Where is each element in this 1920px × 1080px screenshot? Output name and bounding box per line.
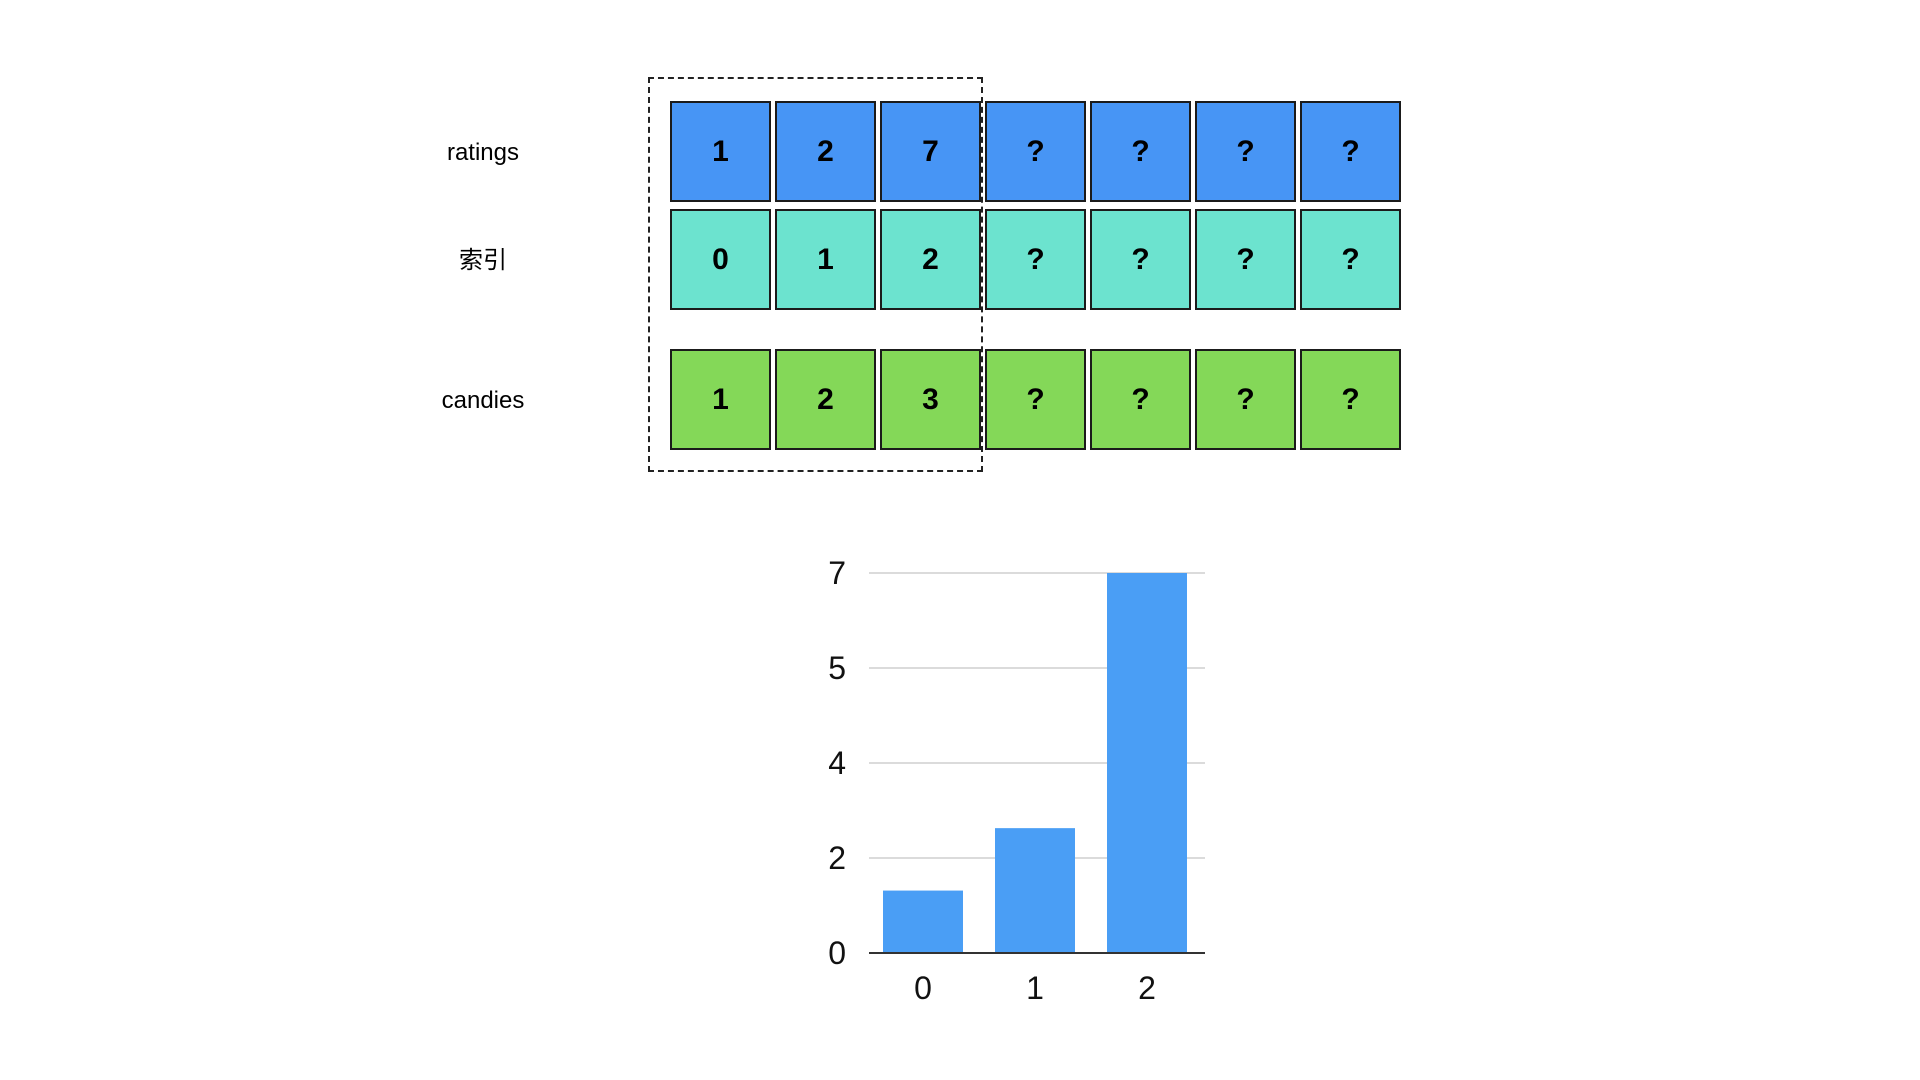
bar bbox=[1107, 573, 1187, 953]
candies-cell: 1 bbox=[670, 349, 771, 450]
candies-cell: 2 bbox=[775, 349, 876, 450]
ratings-cell: ? bbox=[985, 101, 1086, 202]
index-cell: ? bbox=[985, 209, 1086, 310]
y-tick-label: 2 bbox=[828, 840, 846, 876]
ratings-cell: ? bbox=[1090, 101, 1191, 202]
x-tick-label: 2 bbox=[1138, 970, 1156, 1006]
x-tick-label: 1 bbox=[1026, 970, 1044, 1006]
candies-cell: ? bbox=[1090, 349, 1191, 450]
ratings-cell: ? bbox=[1300, 101, 1401, 202]
bar bbox=[995, 828, 1075, 953]
index-cell: 0 bbox=[670, 209, 771, 310]
ratings-cell: 7 bbox=[880, 101, 981, 202]
row-label-index: 索引 bbox=[459, 247, 507, 274]
y-tick-label: 4 bbox=[828, 745, 846, 781]
candies-cell: 3 bbox=[880, 349, 981, 450]
candies-cell: ? bbox=[1195, 349, 1296, 450]
bar-chart: 0 2 4 5 7 0 1 2 bbox=[828, 555, 1205, 1006]
index-cell: 2 bbox=[880, 209, 981, 310]
index-row: 0 1 2 ? ? ? ? bbox=[670, 209, 1401, 310]
ratings-cell: 1 bbox=[670, 101, 771, 202]
x-tick-label: 0 bbox=[914, 970, 932, 1006]
y-tick-label: 7 bbox=[828, 555, 846, 591]
row-label-candies: candies bbox=[441, 387, 525, 414]
index-cell: 1 bbox=[775, 209, 876, 310]
y-tick-label: 0 bbox=[828, 935, 846, 971]
index-cell: ? bbox=[1300, 209, 1401, 310]
ratings-cell: ? bbox=[1195, 101, 1296, 202]
ratings-cell: 2 bbox=[775, 101, 876, 202]
row-label-ratings: ratings bbox=[446, 139, 520, 166]
candies-row: 1 2 3 ? ? ? ? bbox=[670, 349, 1401, 450]
ratings-row: 1 2 7 ? ? ? ? bbox=[670, 101, 1401, 202]
index-cell: ? bbox=[1090, 209, 1191, 310]
bar bbox=[883, 890, 963, 953]
candies-cell: ? bbox=[985, 349, 1086, 450]
y-tick-label: 5 bbox=[828, 650, 846, 686]
index-cell: ? bbox=[1195, 209, 1296, 310]
candies-cell: ? bbox=[1300, 349, 1401, 450]
